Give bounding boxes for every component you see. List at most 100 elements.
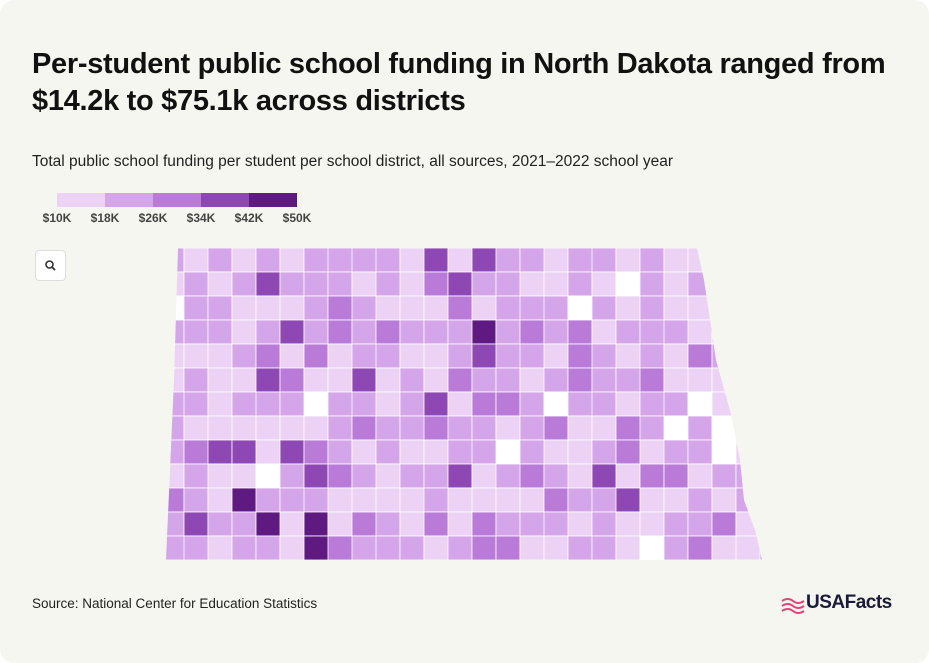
district (567, 463, 593, 489)
district (591, 343, 641, 369)
district (663, 271, 689, 297)
district (327, 295, 377, 321)
legend-label: $42K (235, 211, 264, 225)
district (471, 295, 521, 321)
district (639, 439, 689, 465)
district (207, 535, 233, 560)
district (183, 535, 233, 560)
district (687, 319, 713, 345)
district (351, 439, 377, 465)
district (231, 391, 281, 417)
district (399, 391, 425, 417)
district (663, 487, 713, 513)
district (255, 248, 281, 273)
district (711, 391, 737, 417)
district (591, 271, 617, 297)
district (327, 415, 353, 441)
district (303, 248, 353, 273)
district (375, 415, 401, 441)
district (255, 535, 281, 560)
district (327, 343, 377, 369)
district (303, 535, 353, 560)
district (759, 343, 762, 369)
district (327, 391, 377, 417)
district (759, 535, 762, 560)
district (166, 535, 209, 560)
district (351, 535, 401, 560)
district (423, 343, 449, 369)
district (735, 463, 762, 489)
district (207, 487, 233, 513)
district (687, 439, 737, 465)
district (423, 415, 473, 441)
district (687, 367, 713, 393)
district (447, 271, 473, 297)
district (166, 463, 185, 489)
legend-label: $18K (91, 211, 120, 225)
legend-label: $50K (283, 211, 312, 225)
district (231, 271, 257, 297)
district (279, 439, 305, 465)
district (207, 295, 233, 321)
district (639, 511, 665, 537)
legend-label: $10K (43, 211, 72, 225)
district (735, 511, 762, 537)
district (615, 367, 665, 393)
district (735, 439, 761, 465)
district (231, 248, 257, 273)
district (399, 463, 425, 489)
district (183, 439, 233, 465)
district (519, 248, 569, 273)
district (567, 511, 593, 537)
zoom-button[interactable] (35, 250, 66, 281)
district (166, 415, 185, 441)
legend-swatch (201, 193, 249, 207)
district (447, 343, 473, 369)
district (303, 439, 329, 465)
district (759, 415, 762, 441)
district (591, 367, 617, 393)
district (166, 439, 185, 465)
district (207, 271, 233, 297)
district (591, 248, 617, 273)
district (639, 463, 665, 489)
district (255, 463, 281, 489)
district (639, 319, 689, 345)
district (255, 367, 281, 393)
district (327, 511, 377, 537)
district (423, 319, 449, 345)
district (735, 391, 762, 417)
district (687, 415, 713, 441)
district (399, 319, 425, 345)
district (639, 271, 665, 297)
district (615, 487, 641, 513)
district (327, 271, 353, 297)
district (615, 463, 641, 489)
district (639, 535, 665, 560)
district (519, 463, 545, 489)
district (495, 415, 521, 441)
district (183, 487, 209, 513)
district (447, 415, 473, 441)
district (495, 439, 521, 465)
district (351, 295, 401, 321)
district (471, 535, 497, 560)
district (519, 367, 569, 393)
source: Source: National Center for Education St… (32, 596, 318, 611)
district (303, 511, 329, 537)
district (543, 343, 569, 369)
district (711, 271, 737, 297)
district (423, 487, 473, 513)
district (519, 343, 569, 369)
district (303, 319, 329, 345)
district (759, 367, 762, 393)
district (375, 511, 401, 537)
district (711, 248, 761, 273)
logo: USAFacts (806, 592, 892, 613)
district (183, 415, 209, 441)
district (207, 367, 233, 393)
district (615, 439, 665, 465)
district (183, 367, 209, 393)
district (231, 295, 257, 321)
